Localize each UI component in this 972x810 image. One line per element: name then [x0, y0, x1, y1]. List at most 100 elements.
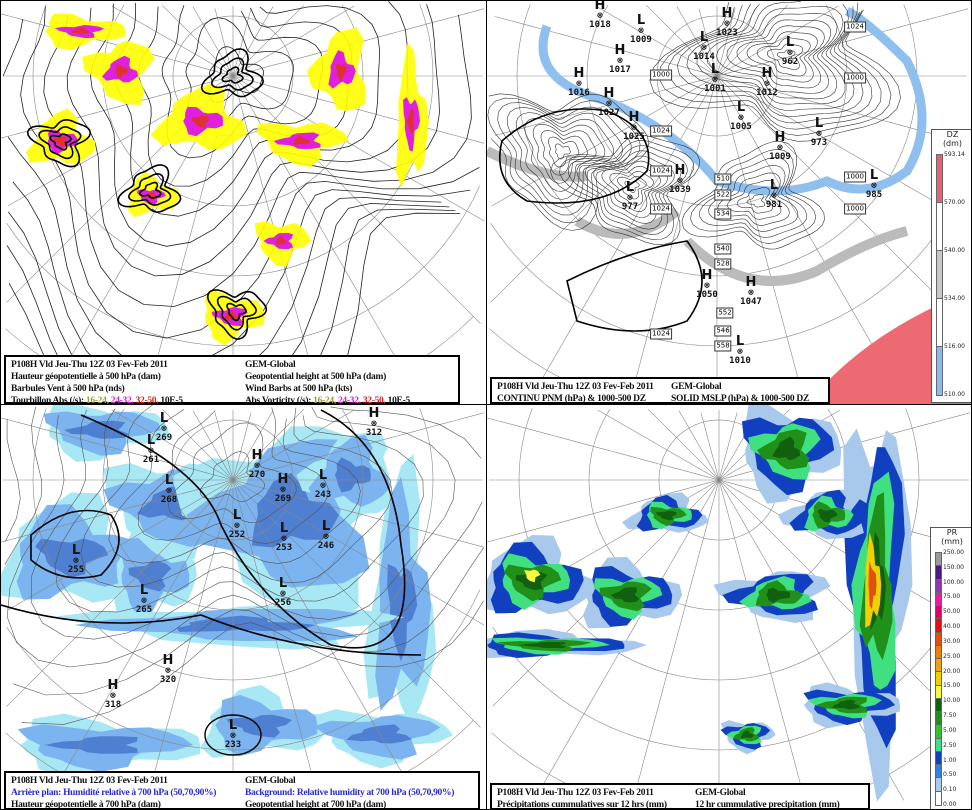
vorticity-32-50: [406, 108, 414, 134]
contour-line: [746, 31, 818, 83]
latitude-line: [586, 5, 848, 207]
colorbar-tick-label: 0.10: [943, 786, 957, 794]
contour-line: [756, 37, 811, 77]
longitude-line: [716, 75, 969, 222]
longitude-line: [595, 5, 718, 77]
contour-line: [210, 57, 254, 91]
caption-line3-en: Wind Barbs at 500 hPa (kts): [245, 384, 353, 394]
longitude-line: [232, 479, 419, 801]
contour-line: [706, 5, 846, 105]
isobar-label: 1024: [650, 125, 672, 137]
thickness-label: 528: [714, 258, 732, 270]
contour-line: [66, 4, 440, 277]
height-low-center: L ⊗ 243: [315, 468, 331, 500]
panel-700hpa-humidity: L ⊗ 269 L ⊗ 261 L ⊗ 268 L ⊗ 255 L ⊗ 265 H ⊗ 270 H ⊗ 269 L ⊗ 243…: [0, 404, 487, 810]
colorbar-tick-label: 570.00: [944, 199, 965, 206]
longitude-line: [716, 75, 903, 397]
center-value: 1012: [756, 88, 778, 98]
thickness-label: 546: [714, 325, 732, 337]
center-value: 253: [275, 543, 293, 553]
longitude-line: [631, 75, 718, 395]
longitude-line: [533, 479, 720, 801]
center-value: 318: [104, 700, 122, 710]
caption-line2-fr: Précipitations cummulatives sur 12 hrs (…: [497, 800, 667, 810]
rh-90: [64, 420, 129, 439]
rh-90: [226, 714, 293, 738]
center-type-letter: L: [146, 433, 156, 448]
longitude-line: [232, 75, 485, 222]
center-symbol-icon: ⊗: [597, 11, 603, 21]
height-low-center: L ⊗ 246: [318, 520, 334, 551]
caption-line1-en: GEM-Global: [245, 360, 296, 370]
longitude-line: [718, 479, 967, 728]
center-type-letter: L: [318, 468, 328, 483]
contour-line: [555, 143, 571, 160]
center-value: 1050: [696, 290, 718, 300]
contour-line: [550, 134, 701, 246]
center-value: 265: [135, 605, 153, 615]
contour-line: [4, 406, 484, 696]
longitude-line: [232, 6, 274, 77]
longitude-line: [232, 479, 485, 626]
isobar-label: 1000: [844, 72, 866, 84]
pressure-low-center: L ⊗ 1010: [729, 335, 751, 366]
longitude-line: [111, 5, 234, 77]
longitude-line: [1, 479, 234, 543]
center-value: 261: [142, 455, 160, 465]
precip-7.50: [766, 587, 791, 603]
center-type-letter: H: [761, 66, 773, 81]
center-type-letter: H: [368, 406, 380, 421]
height-high-center: H ⊗ 320: [160, 654, 176, 685]
center-value: 1023: [716, 28, 738, 38]
thickness-516-band: [538, 6, 927, 196]
center-type-letter: H: [774, 130, 786, 145]
isobar-1024: [566, 240, 703, 332]
center-type-letter: H: [721, 6, 733, 21]
center-value: 1047: [740, 297, 762, 307]
contour-line: [686, 4, 864, 117]
caption-line3-fr: Hauteur géopotentielle à 700 hPa (dam): [11, 800, 161, 810]
center-symbol-icon: ⊗: [165, 666, 171, 676]
contour-line: [717, 172, 790, 226]
center-symbol-icon: ⊗: [576, 79, 582, 89]
contour-line: [716, 13, 838, 100]
colorbar-tick-label: 50.00: [943, 608, 961, 616]
center-value: 1025: [623, 132, 645, 142]
caption-line4-fr: Tourbillon Abs (/s): 16-24, 24-32, 32-50…: [11, 395, 245, 404]
contour-line: [117, 164, 182, 213]
center-type-letter: H: [277, 472, 289, 487]
pressure-low-center: L ⊗ 1009: [630, 14, 652, 45]
colorbar-swatch: [936, 202, 943, 252]
colorbar-tick-label: 510.00: [944, 391, 965, 398]
contour-line: [139, 181, 162, 199]
center-type-letter: H: [614, 43, 626, 58]
rh-90: [346, 724, 412, 744]
height-contour: [80, 409, 406, 649]
panel-mslp-thickness: H ⊗ 1018 L ⊗ 1009 H ⊗ 1017 H ⊗ 1016 H ⊗ 1027 H ⊗ 1025 H ⊗ 10…: [486, 0, 972, 405]
longitude-line: [232, 479, 481, 728]
colorbar-tick-label: 250.00: [943, 549, 964, 556]
colorbar-tick-label: 0.00: [943, 801, 957, 808]
longitude-line: [494, 16, 718, 77]
center-type-letter: L: [769, 178, 779, 193]
colorbar-swatch: [936, 154, 943, 204]
dz-colorbar: DZ (dm) 593.14 570.00 540.00 534.00 516.00 51…: [931, 129, 971, 403]
center-type-letter: L: [71, 543, 81, 558]
vorticity-map: [1, 1, 487, 402]
contour-line: [515, 112, 615, 200]
caption-line2-en: Geopotential height at 500 hPa (dam): [245, 372, 386, 382]
vorticity-32-50: [115, 64, 128, 78]
colorbar-swatch: [935, 790, 942, 806]
longitude-line: [232, 479, 485, 548]
colorbar-tick-label: 5.00: [943, 726, 957, 734]
range-low-en: 16-24,: [313, 396, 336, 405]
rh-90: [128, 561, 172, 592]
colorbar-tick-label: 30.00: [943, 637, 961, 645]
center-value: 962: [781, 57, 799, 67]
contour-line: [696, 1, 855, 111]
center-value: 1009: [630, 35, 652, 45]
contour-line: [206, 289, 268, 340]
caption-line2-en: Background: Relative humidity at 700 hPa…: [245, 788, 455, 798]
height-high-center: H ⊗ 269: [275, 472, 291, 504]
center-symbol-icon: ⊗: [871, 181, 877, 191]
